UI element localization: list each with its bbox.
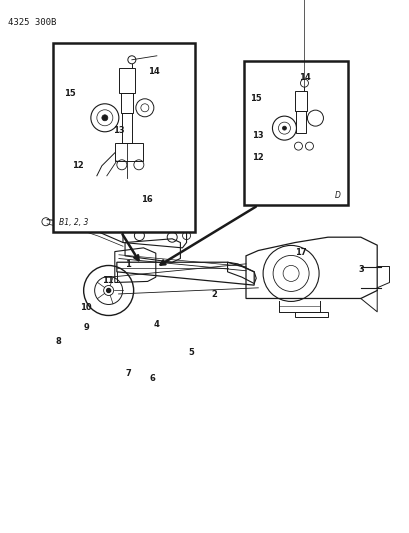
Text: 3: 3 [358, 265, 364, 273]
Text: B1, 2, 3: B1, 2, 3 [59, 218, 88, 227]
Text: 1: 1 [125, 261, 130, 269]
Bar [243, 61, 348, 205]
Text: 13: 13 [252, 132, 263, 140]
Text: 7: 7 [125, 369, 130, 377]
Text: 14: 14 [299, 73, 310, 82]
Bar [121, 93, 133, 113]
Text: 16: 16 [141, 196, 153, 204]
Bar [296, 111, 306, 133]
Text: 15: 15 [249, 94, 261, 103]
Text: 6: 6 [149, 374, 155, 383]
Bar [121, 113, 132, 143]
Circle shape [101, 115, 108, 121]
Text: 11: 11 [102, 277, 114, 285]
Text: 8: 8 [55, 337, 61, 345]
Text: 12: 12 [72, 161, 83, 169]
Circle shape [282, 126, 286, 130]
Text: 4325 300B: 4325 300B [8, 18, 56, 27]
Circle shape [106, 288, 110, 293]
Bar [115, 143, 142, 161]
Text: D: D [334, 191, 339, 200]
Text: 10: 10 [80, 303, 91, 312]
Text: 2: 2 [211, 290, 216, 298]
Text: 9: 9 [84, 324, 90, 332]
Text: 17: 17 [294, 248, 306, 256]
Bar [53, 43, 194, 232]
Bar [295, 91, 307, 111]
Text: 4: 4 [153, 320, 159, 328]
Bar [119, 68, 135, 93]
Text: 14: 14 [147, 68, 159, 76]
Text: 13: 13 [112, 126, 124, 135]
Text: 5: 5 [188, 349, 194, 357]
Text: 12: 12 [252, 153, 263, 161]
Text: 15: 15 [63, 89, 75, 98]
